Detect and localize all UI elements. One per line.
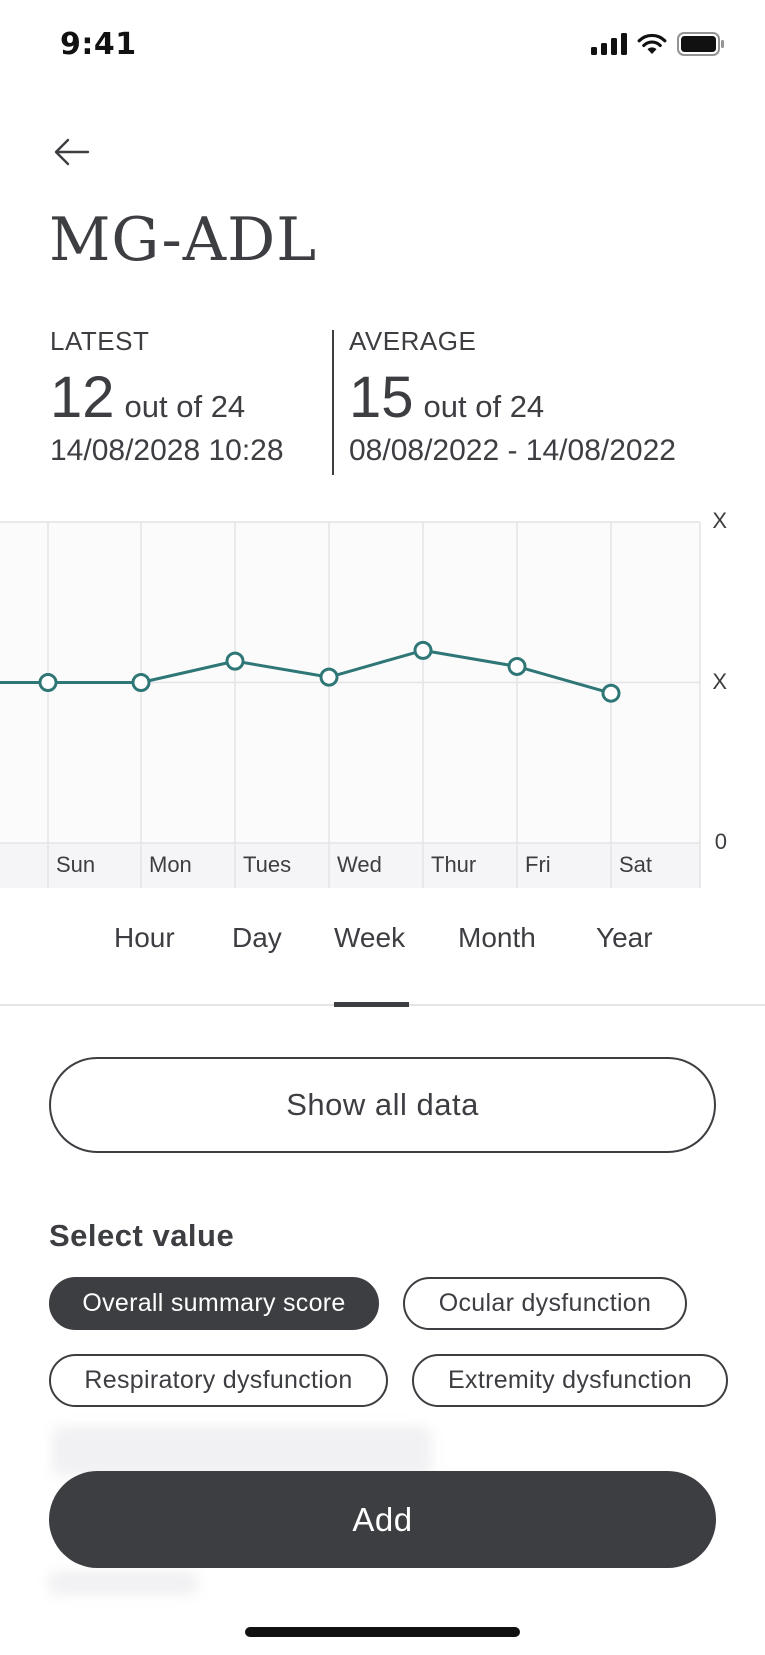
average-value: 15 bbox=[349, 365, 414, 430]
stat-divider bbox=[332, 330, 334, 475]
show-all-data-button[interactable]: Show all data bbox=[49, 1057, 716, 1153]
x-tick-label: Tues bbox=[243, 852, 291, 877]
status-bar: 9:41 bbox=[0, 0, 765, 96]
y-tick-label-zero: 0 bbox=[714, 829, 727, 854]
average-stat: AVERAGE 15 out of 24 08/08/2022 - 14/08/… bbox=[349, 326, 676, 468]
tab-year[interactable]: Year bbox=[596, 922, 653, 953]
home-indicator bbox=[245, 1627, 520, 1637]
x-tick-label: Sun bbox=[56, 852, 95, 877]
chip-ocular-dysfunction[interactable]: Ocular dysfunction bbox=[403, 1277, 687, 1330]
status-icons bbox=[591, 32, 725, 56]
background-blur-hint bbox=[52, 1426, 432, 1476]
chart: Sun Mon Tues Wed Thur Fri Sat X X 0 bbox=[0, 508, 765, 890]
cellular-signal-icon bbox=[591, 33, 627, 55]
latest-value: 12 bbox=[50, 365, 115, 430]
chip-overall-summary-score[interactable]: Overall summary score bbox=[49, 1277, 379, 1330]
chip-extremity-dysfunction[interactable]: Extremity dysfunction bbox=[412, 1354, 728, 1407]
tab-day[interactable]: Day bbox=[232, 922, 282, 953]
tab-hour[interactable]: Hour bbox=[114, 922, 175, 953]
line-chart: Sun Mon Tues Wed Thur Fri Sat bbox=[0, 521, 701, 888]
add-button[interactable]: Add bbox=[49, 1471, 716, 1568]
average-out-of: out of 24 bbox=[423, 389, 545, 424]
latest-out-of: out of 24 bbox=[124, 389, 246, 424]
latest-stat: LATEST 12 out of 24 14/08/2028 10:28 bbox=[50, 326, 284, 468]
active-tab-indicator bbox=[334, 1002, 409, 1007]
x-tick-label: Mon bbox=[149, 852, 192, 877]
series-line bbox=[0, 648, 612, 695]
average-label: AVERAGE bbox=[349, 326, 477, 356]
period-tabs: Hour Day Week Month Year bbox=[0, 890, 765, 1006]
tab-month[interactable]: Month bbox=[458, 922, 536, 953]
battery-icon bbox=[677, 32, 724, 56]
average-date: 08/08/2022 - 14/08/2022 bbox=[349, 434, 676, 467]
y-tick-label-mid: X bbox=[712, 668, 727, 694]
y-tick-label-top: X bbox=[712, 508, 727, 533]
wifi-icon bbox=[637, 33, 667, 54]
data-point bbox=[131, 673, 151, 692]
select-value-title: Select value bbox=[49, 1218, 235, 1253]
status-time: 9:41 bbox=[60, 27, 137, 62]
x-tick-label: Fri bbox=[525, 852, 551, 877]
latest-date: 14/08/2028 10:28 bbox=[50, 434, 284, 467]
arrow-left-icon bbox=[54, 138, 90, 166]
data-point bbox=[413, 640, 433, 660]
x-tick-label: Sat bbox=[619, 852, 652, 877]
latest-label: LATEST bbox=[50, 326, 150, 356]
x-axis-band bbox=[0, 843, 700, 888]
data-point bbox=[38, 673, 58, 692]
x-tick-label: Wed bbox=[337, 852, 382, 877]
data-point bbox=[319, 667, 339, 687]
page-title: MG-ADL bbox=[49, 205, 318, 275]
back-button[interactable] bbox=[52, 134, 96, 174]
average-value-row: 15 out of 24 bbox=[349, 364, 676, 430]
tab-week[interactable]: Week bbox=[334, 922, 406, 953]
x-tick-label: Thur bbox=[431, 852, 476, 877]
chip-respiratory-dysfunction[interactable]: Respiratory dysfunction bbox=[49, 1354, 388, 1407]
data-point bbox=[507, 656, 527, 676]
background-blur-hint bbox=[48, 1571, 198, 1595]
data-point bbox=[601, 683, 621, 703]
latest-value-row: 12 out of 24 bbox=[50, 364, 284, 430]
data-point bbox=[225, 651, 245, 671]
